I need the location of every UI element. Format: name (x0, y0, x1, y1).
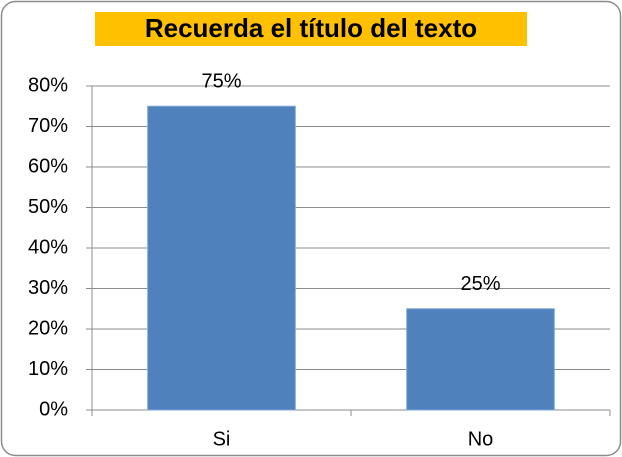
x-tick-label: No (468, 428, 494, 450)
y-tick-label: 30% (28, 277, 68, 299)
y-tick-label: 0% (39, 398, 68, 420)
y-tick-label: 10% (28, 358, 68, 380)
chart-title: Recuerda el título del texto (145, 13, 477, 43)
y-tick-label: 60% (28, 155, 68, 177)
x-tick-label: Si (213, 428, 231, 450)
y-tick-label: 50% (28, 196, 68, 218)
y-tick-label: 70% (28, 115, 68, 137)
data-label: 25% (460, 273, 500, 295)
y-tick-label: 40% (28, 236, 68, 258)
bar (406, 308, 555, 411)
y-tick-label: 80% (28, 74, 68, 96)
y-tick-label: 20% (28, 317, 68, 339)
title-background (95, 12, 527, 46)
data-label: 75% (201, 71, 241, 93)
bar (147, 105, 296, 411)
